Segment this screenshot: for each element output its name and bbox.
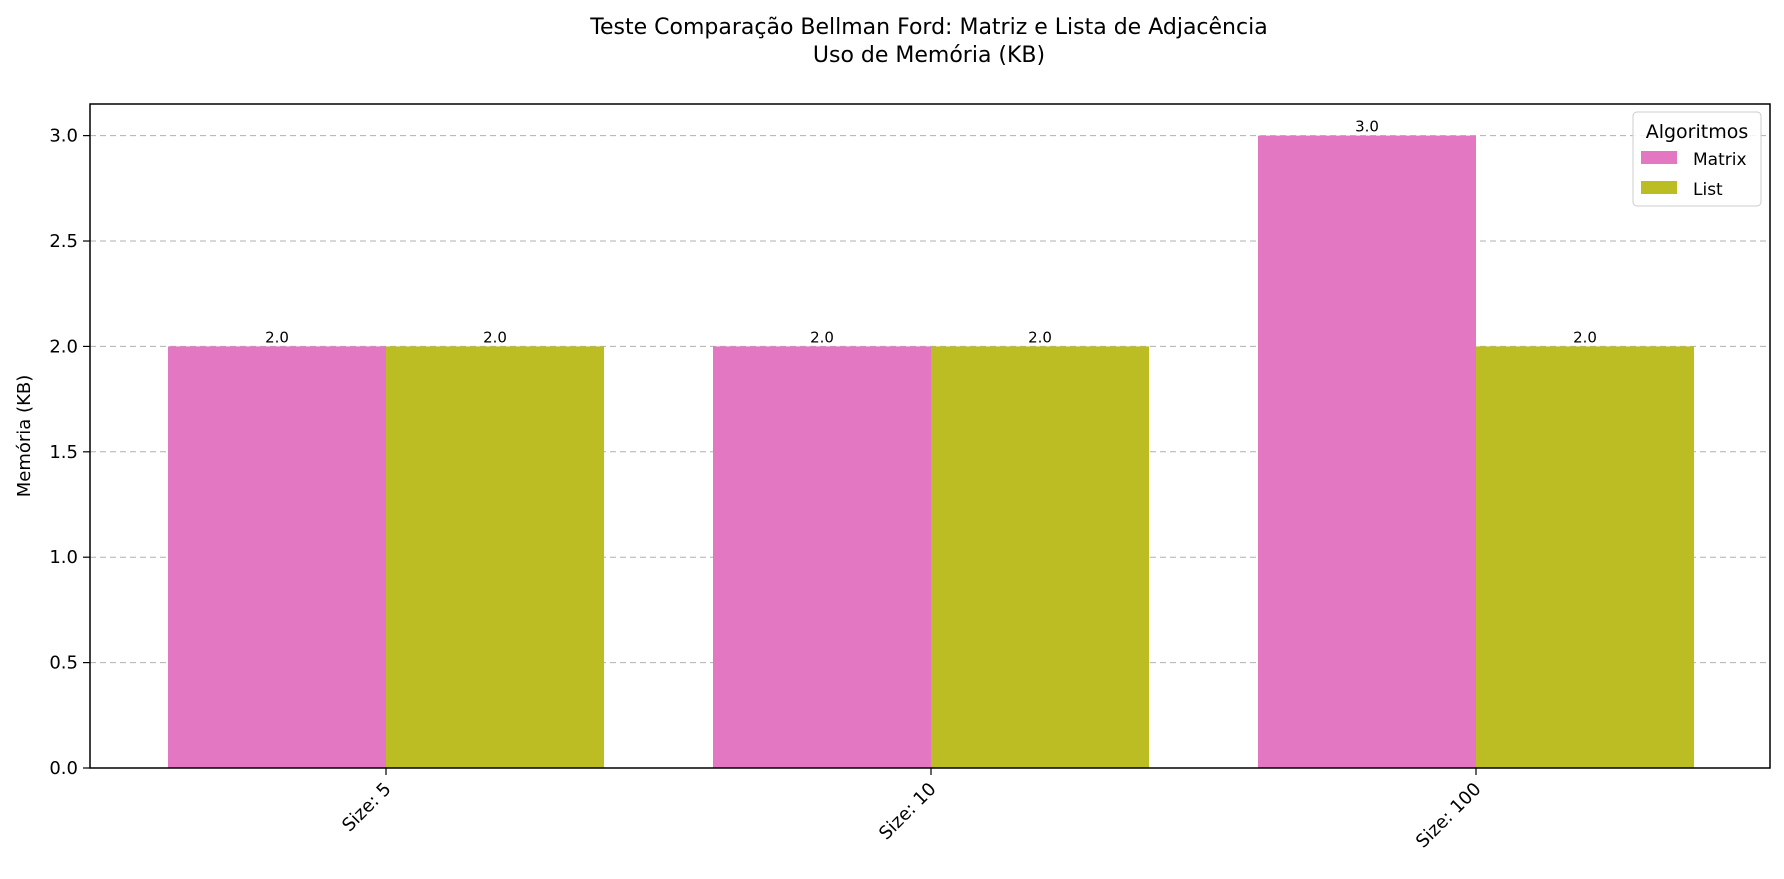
bar-matrix-2 xyxy=(713,346,931,768)
bars xyxy=(168,135,1694,769)
legend-swatch-matrix xyxy=(1641,151,1677,164)
x-axis-ticks: Size: 5 Size: 10 Size: 100 xyxy=(338,768,1486,853)
y-tick-label: 0.5 xyxy=(49,653,78,674)
legend-label-matrix: Matrix xyxy=(1693,150,1747,170)
bar-matrix-1 xyxy=(168,346,386,768)
y-tick-label: 0.0 xyxy=(49,758,78,779)
y-tick-label: 1.0 xyxy=(49,547,78,568)
bar-value-label: 2.0 xyxy=(810,328,834,346)
bar-list-1 xyxy=(386,346,604,768)
y-tick-label: 1.5 xyxy=(49,442,78,463)
bar-list-2 xyxy=(931,346,1149,768)
legend-swatch-list xyxy=(1641,181,1677,194)
chart-title-line-2: Uso de Memória (KB) xyxy=(813,43,1045,68)
legend: Algoritmos Matrix List xyxy=(1632,111,1762,207)
x-tick-label: Size: 10 xyxy=(875,779,941,845)
bar-matrix-3 xyxy=(1258,135,1476,769)
x-tick-label: Size: 100 xyxy=(1412,779,1486,853)
bar-value-label: 2.0 xyxy=(1573,328,1597,346)
y-tick-label: 3.0 xyxy=(49,126,78,147)
chart-title-line-1: Teste Comparação Bellman Ford: Matriz e … xyxy=(589,15,1267,40)
bar-list-3 xyxy=(1476,346,1694,768)
legend-title: Algoritmos xyxy=(1646,121,1749,143)
bar-value-label: 2.0 xyxy=(1028,328,1052,346)
bar-value-label: 2.0 xyxy=(483,328,507,346)
y-tick-label: 2.5 xyxy=(49,231,78,252)
y-tick-label: 2.0 xyxy=(49,336,78,357)
legend-label-list: List xyxy=(1693,180,1723,200)
y-axis-ticks: 0.0 0.5 1.0 1.5 2.0 2.5 3.0 xyxy=(49,126,90,779)
bar-value-label: 3.0 xyxy=(1355,118,1379,136)
bar-value-label: 2.0 xyxy=(265,328,289,346)
x-tick-label: Size: 5 xyxy=(338,779,395,836)
plot-frame xyxy=(89,103,1771,769)
bar-value-labels: 2.0 2.0 2.0 2.0 3.0 2.0 xyxy=(265,118,1597,347)
y-axis-label: Memória (KB) xyxy=(14,375,35,498)
